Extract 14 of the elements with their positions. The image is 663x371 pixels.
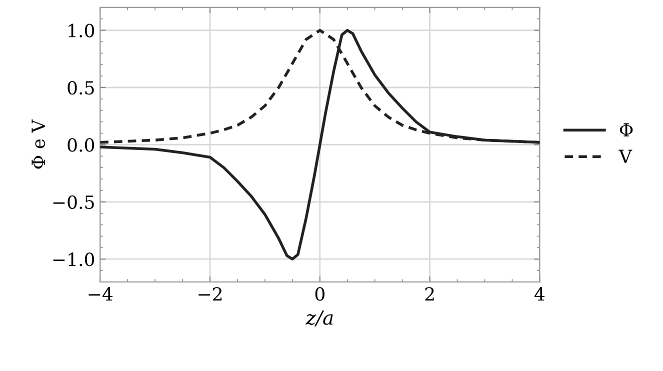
y-axis-title: Φ e V — [32, 119, 46, 169]
y-tick-label: 1.0 — [68, 24, 94, 38]
legend-label: Φ — [620, 123, 633, 136]
y-tick-label: 0.0 — [68, 138, 94, 152]
x-tick-label: 0 — [315, 287, 324, 301]
x-axis-title: z/a — [306, 310, 333, 326]
y-tick-label: 0.5 — [68, 80, 94, 95]
y-tick-label: −0.5 — [53, 195, 94, 209]
x-tick-label: −4 — [88, 287, 113, 301]
x-tick-label: 2 — [425, 287, 434, 301]
x-tick-label: 4 — [534, 287, 545, 301]
legend-label: V — [618, 150, 632, 163]
x-tick-label: −2 — [198, 287, 222, 301]
y-tick-label: −1.0 — [53, 252, 94, 266]
